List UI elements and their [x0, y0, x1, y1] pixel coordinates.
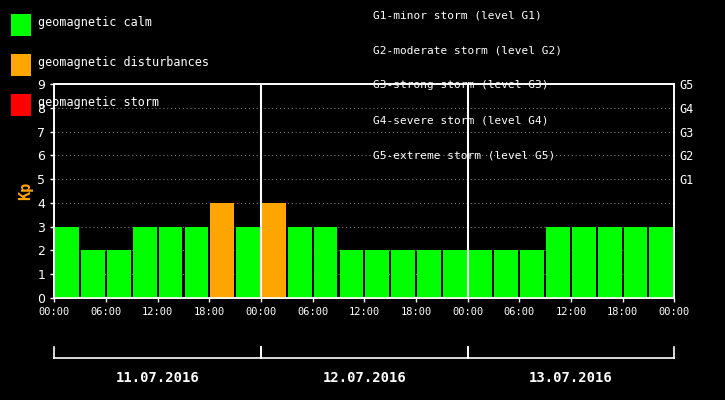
Bar — [159, 227, 183, 298]
Text: 13.07.2016: 13.07.2016 — [529, 371, 613, 385]
Bar — [598, 227, 621, 298]
Text: G3-strong storm (level G3): G3-strong storm (level G3) — [373, 80, 549, 90]
Bar — [210, 203, 234, 298]
Bar — [107, 250, 130, 298]
Bar — [392, 250, 415, 298]
Bar — [494, 250, 518, 298]
Y-axis label: Kp: Kp — [18, 182, 33, 200]
Bar — [468, 250, 492, 298]
Text: G1-minor storm (level G1): G1-minor storm (level G1) — [373, 10, 542, 20]
Bar — [650, 227, 674, 298]
Bar — [314, 227, 337, 298]
Bar — [55, 227, 79, 298]
Bar — [443, 250, 467, 298]
Bar — [417, 250, 441, 298]
Bar — [572, 227, 596, 298]
Bar — [339, 250, 363, 298]
Text: geomagnetic storm: geomagnetic storm — [38, 96, 160, 109]
Text: 12.07.2016: 12.07.2016 — [323, 371, 406, 385]
Text: G4-severe storm (level G4): G4-severe storm (level G4) — [373, 116, 549, 126]
Bar — [185, 227, 208, 298]
Bar — [288, 227, 312, 298]
Bar — [521, 250, 544, 298]
Bar — [624, 227, 647, 298]
Text: G2-moderate storm (level G2): G2-moderate storm (level G2) — [373, 45, 563, 55]
Bar — [133, 227, 157, 298]
Bar — [546, 227, 570, 298]
Text: geomagnetic disturbances: geomagnetic disturbances — [38, 56, 210, 69]
Text: 11.07.2016: 11.07.2016 — [116, 371, 199, 385]
Bar — [81, 250, 105, 298]
Bar — [236, 227, 260, 298]
Bar — [365, 250, 389, 298]
Text: G5-extreme storm (level G5): G5-extreme storm (level G5) — [373, 151, 555, 161]
Bar — [262, 203, 286, 298]
Text: geomagnetic calm: geomagnetic calm — [38, 16, 152, 29]
